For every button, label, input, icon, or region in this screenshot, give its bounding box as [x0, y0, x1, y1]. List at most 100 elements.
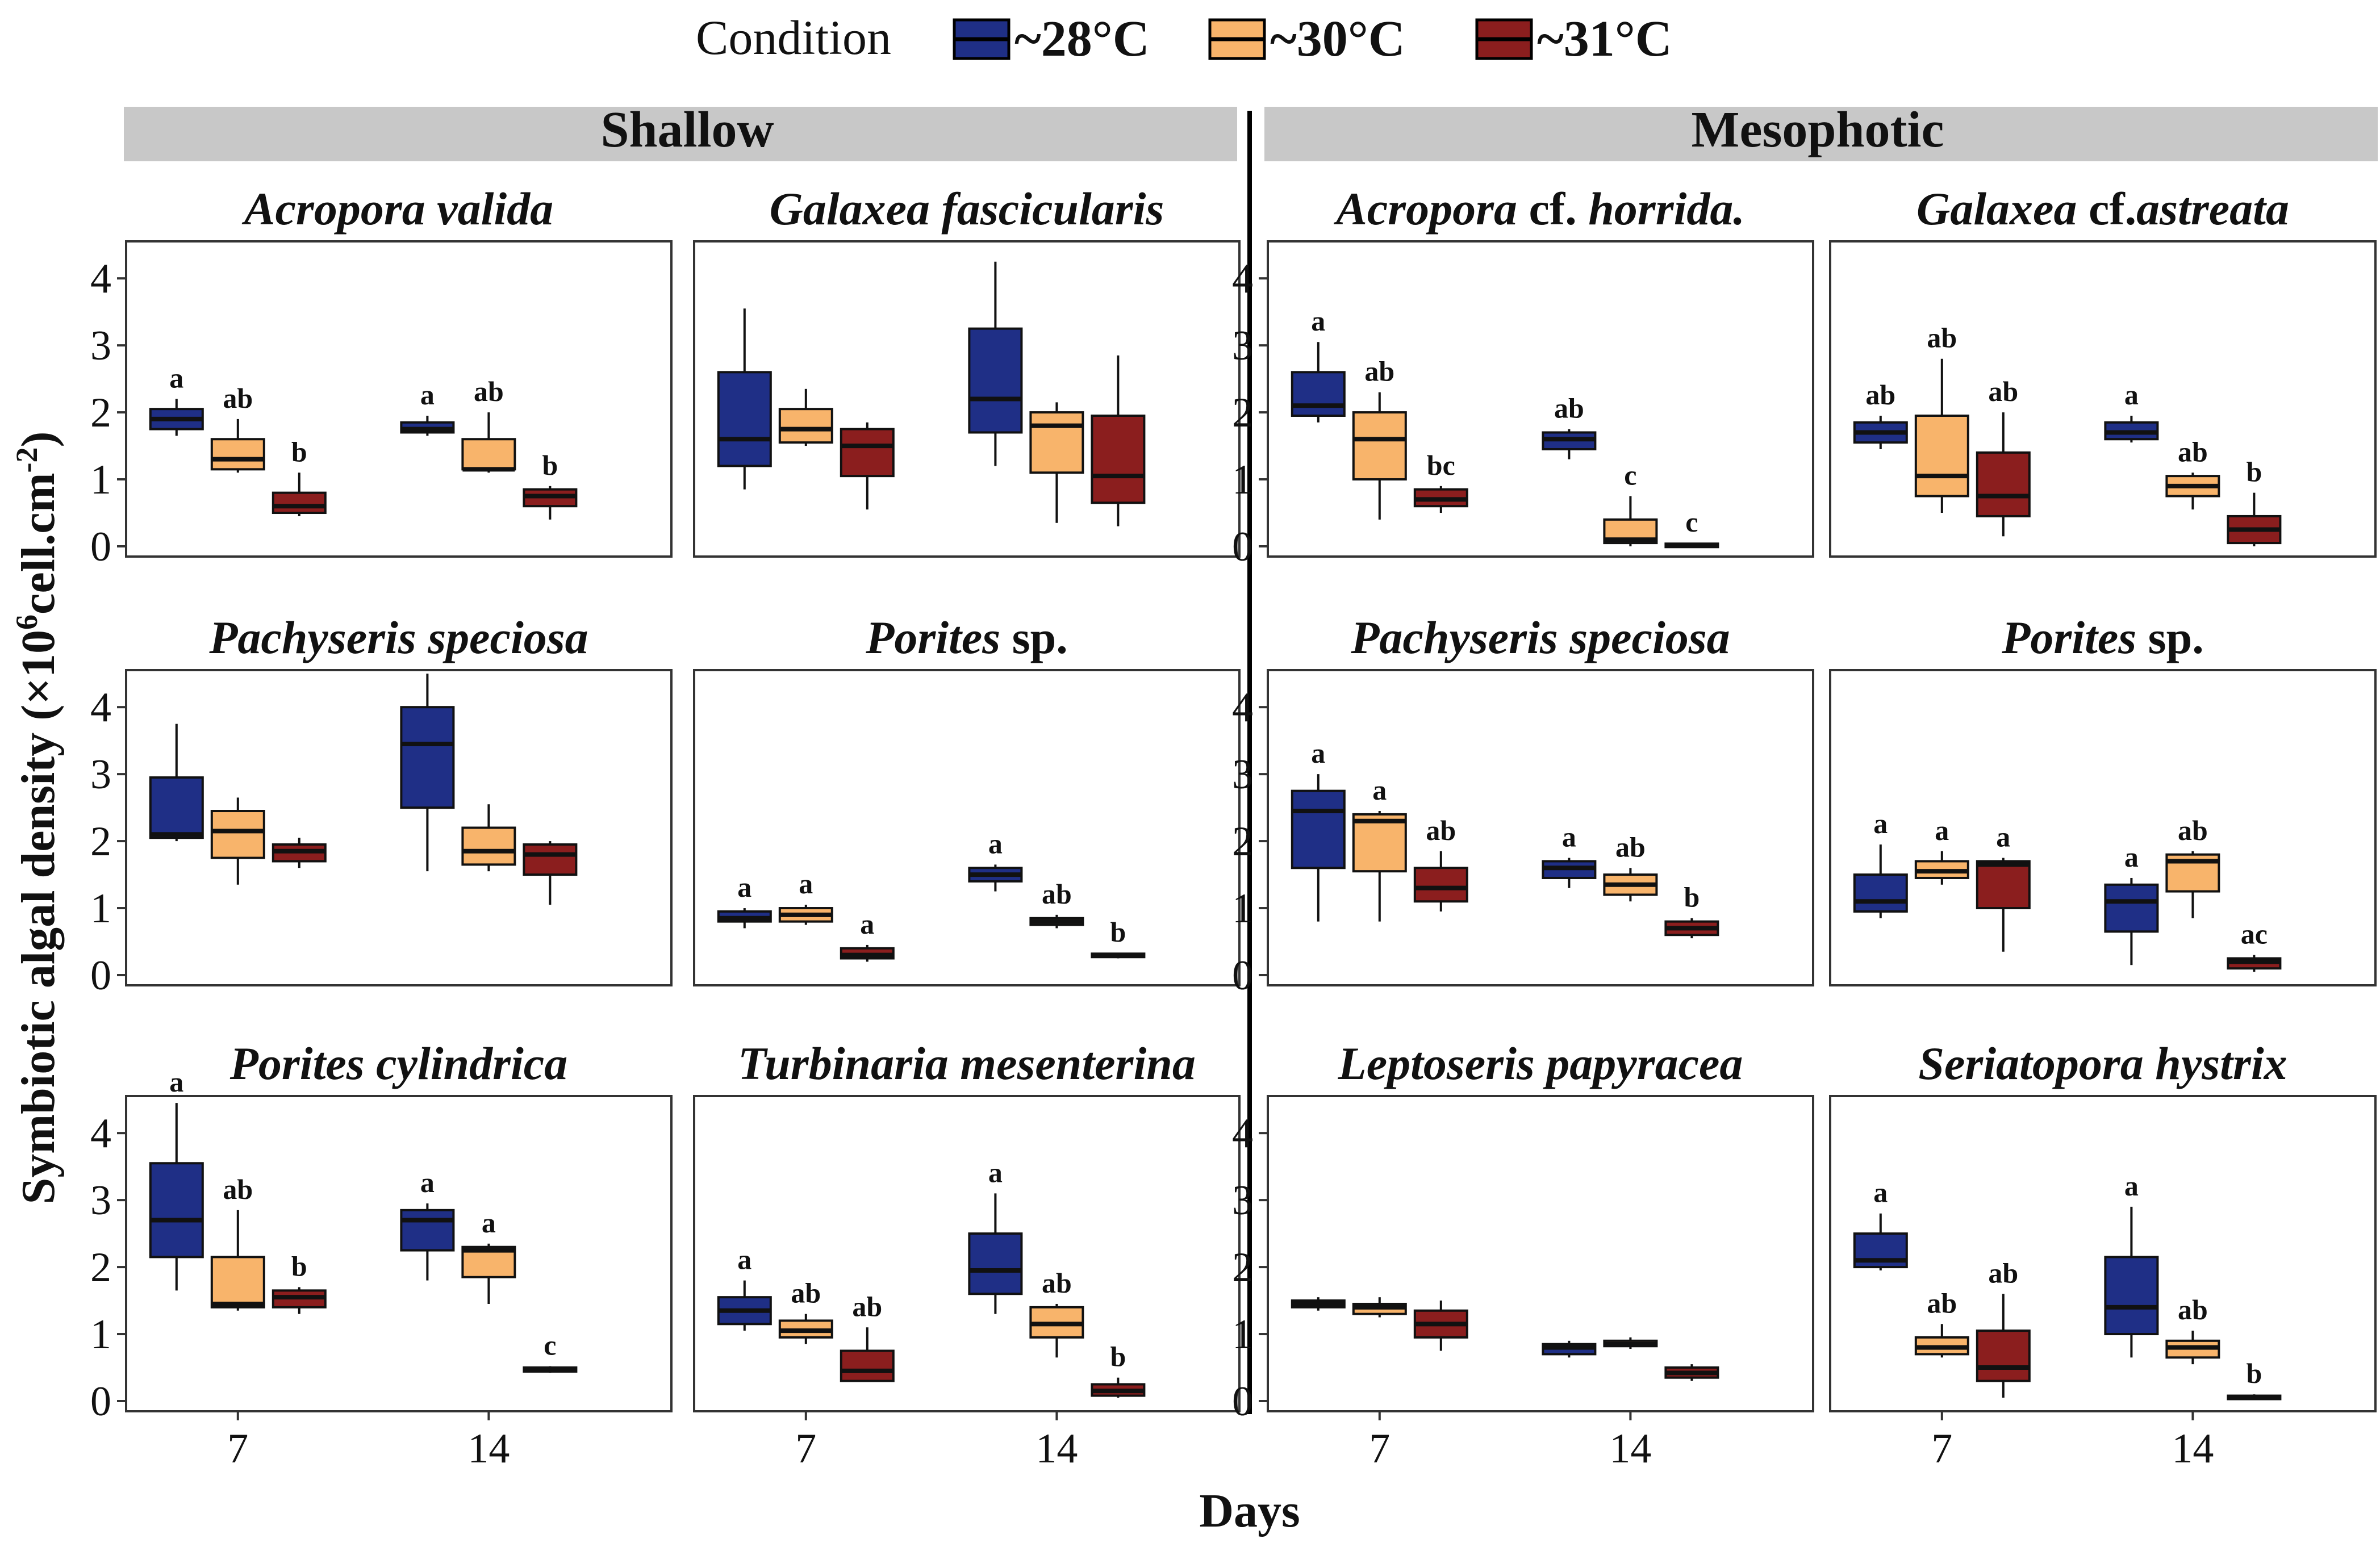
panel-title: Pachyseris speciosa — [1350, 612, 1730, 663]
y-tick-label: 0 — [1232, 524, 1253, 570]
box-14-2 — [1091, 355, 1146, 526]
box-7-0 — [149, 724, 204, 842]
box-body — [1352, 813, 1407, 873]
panel-title-part: Galaxea fascicularis — [770, 183, 1164, 235]
box-14-0: a — [968, 827, 1023, 892]
panel-title-part: cf. — [1517, 183, 1588, 235]
box-14-1: ab — [2165, 1294, 2220, 1365]
significance-letter: ab — [1615, 831, 1646, 863]
box-7-2 — [840, 422, 895, 510]
panel-frame — [693, 240, 1241, 558]
panel-title-part: astreata — [2136, 183, 2289, 235]
significance-letter: ab — [2178, 814, 2208, 846]
box-body — [1914, 414, 1969, 497]
y-axis-label: Symbiotic algal density (×106cell.cm-2) — [10, 431, 65, 1204]
box-7-2 — [272, 838, 327, 868]
panel-title: Acropora cf. horrida. — [1333, 183, 1745, 235]
box-7-1: a — [778, 868, 833, 925]
y-tick-label: 3 — [90, 751, 111, 798]
box-7-1: a — [1914, 814, 1969, 885]
box-7-2: ab — [1413, 814, 1468, 912]
box-14-1: ab — [1029, 1267, 1084, 1358]
panel-title-part: cf. — [2077, 183, 2136, 235]
y-tick-label: 4 — [1232, 256, 1253, 302]
box-14-1: ab — [461, 375, 516, 473]
box-body — [2104, 883, 2159, 933]
box-7-1: a — [1352, 774, 1407, 922]
box-14-1: ab — [2165, 814, 2220, 918]
box-7-2: bc — [1413, 449, 1468, 513]
panel-title-part: horrida. — [1588, 183, 1745, 235]
box-14-0: a — [968, 1156, 1023, 1314]
box-14-0: a — [400, 379, 455, 436]
panel-title: Galaxea cf.astreata — [1916, 183, 2289, 235]
significance-letter: a — [1873, 1177, 1888, 1209]
significance-letter: ab — [2178, 436, 2208, 467]
box-7-0: a — [1291, 737, 1346, 922]
significance-letter: a — [988, 1156, 1003, 1188]
box-7-0: a — [149, 362, 204, 436]
y-tick-label: 4 — [90, 256, 111, 302]
legend-label-31: ~31°C — [1537, 11, 1672, 67]
legend-title: Condition — [696, 10, 891, 65]
box-body — [2104, 1256, 2159, 1336]
y-tick-label: 2 — [1232, 390, 1253, 436]
panel-frame — [1267, 1095, 1814, 1412]
x-tick-label: 7 — [795, 1425, 816, 1472]
panel-frame — [1829, 669, 2377, 986]
strip-shallow-label: Shallow — [600, 102, 774, 158]
panel-title: Porites cylindrica — [229, 1038, 567, 1089]
box-14-1: c — [1603, 459, 1658, 546]
box-7-0: ab — [1853, 379, 1908, 449]
box-14-1: ab — [1029, 878, 1084, 929]
significance-letter: a — [1996, 821, 2010, 853]
significance-letter: a — [1372, 774, 1387, 806]
panel-title-part: Galaxea — [1916, 183, 2077, 235]
box-body — [461, 438, 516, 471]
panel-1: Galaxea fascicularis — [693, 183, 1241, 558]
box-body — [968, 1232, 1023, 1295]
box-7-0 — [717, 308, 772, 490]
box-body — [1291, 371, 1346, 417]
box-7-1: ab — [210, 1173, 265, 1311]
box-14-2 — [523, 841, 578, 905]
significance-letter: ab — [1554, 392, 1584, 424]
significance-letter: ab — [2178, 1294, 2208, 1326]
strip-shallow-bg — [124, 107, 1237, 161]
significance-letter: a — [169, 362, 183, 394]
y-tick-label: 3 — [90, 323, 111, 369]
panel-title: Pachyseris speciosa — [208, 612, 588, 663]
panel-frame — [1829, 240, 2377, 558]
panel-frame — [1267, 669, 1814, 986]
significance-letter: bc — [1427, 449, 1455, 481]
significance-letter: a — [2124, 1170, 2139, 1202]
panel-title-part: Porites cylindrica — [229, 1038, 567, 1089]
y-tick-label: 1 — [90, 457, 111, 503]
significance-letter: b — [542, 449, 558, 481]
panel-frame — [1829, 1095, 2377, 1412]
y-tick-label: 4 — [90, 1110, 111, 1157]
legend: Condition ~28°C ~30°C ~31°C — [696, 10, 1672, 67]
box-14-0: ab — [1542, 392, 1597, 459]
box-14-0: a — [2104, 379, 2159, 443]
box-body — [1291, 789, 1346, 869]
significance-letter: ac — [2241, 918, 2268, 950]
significance-letter: a — [1562, 821, 1576, 853]
y-tick-label: 4 — [90, 684, 111, 731]
box-body — [1976, 451, 2031, 517]
box-body — [210, 810, 265, 859]
significance-letter: b — [291, 436, 307, 467]
significance-letter: b — [2246, 1357, 2262, 1389]
box-14-2: b — [2227, 1357, 2282, 1400]
legend-label-30: ~30°C — [1270, 11, 1405, 67]
significance-letter: ab — [1927, 1287, 1957, 1319]
x-tick-label: 7 — [1931, 1425, 1952, 1472]
box-body — [968, 327, 1023, 434]
significance-letter: b — [1110, 916, 1126, 948]
box-7-1: ab — [1914, 1287, 1969, 1358]
y-tick-label: 4 — [1232, 684, 1253, 731]
significance-letter: ab — [791, 1277, 821, 1309]
